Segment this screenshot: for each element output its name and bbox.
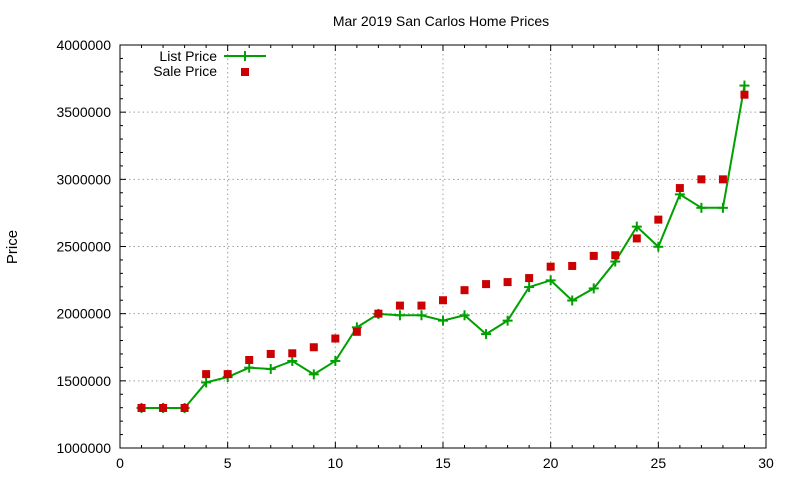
list-price-point xyxy=(244,362,255,373)
x-ticks: 0 5 10 15 20 25 30 xyxy=(116,45,774,471)
sale-price-point xyxy=(288,349,297,358)
x-tick-label: 5 xyxy=(224,455,232,471)
sale-price-point xyxy=(675,184,684,193)
sale-price-point xyxy=(417,301,426,310)
y-tick-label: 3000000 xyxy=(56,171,111,187)
sale-price-point xyxy=(632,234,641,243)
sale-price-point xyxy=(718,175,727,184)
sale-price-point xyxy=(202,370,211,379)
plot-frame xyxy=(119,44,767,449)
y-tick-label: 2000000 xyxy=(56,306,111,322)
legend-label-list-price: List Price xyxy=(159,48,217,64)
sale-price-point xyxy=(245,356,254,365)
sale-price-point xyxy=(546,262,555,271)
sale-price-point xyxy=(159,403,168,412)
sale-price-point xyxy=(654,215,663,224)
list-price-point xyxy=(287,355,298,366)
sale-price-point xyxy=(395,301,404,310)
x-tick-label: 15 xyxy=(435,455,451,471)
sale-price-point xyxy=(503,278,512,287)
sale-price-point xyxy=(352,327,361,336)
list-price-point xyxy=(308,369,319,380)
legend: List Price Sale Price xyxy=(153,48,266,79)
list-price-point xyxy=(567,295,578,306)
sale-price-point xyxy=(180,403,189,412)
sale-price-point xyxy=(697,175,706,184)
list-price-point xyxy=(416,310,427,321)
sale-price-point xyxy=(439,296,447,305)
list-price-point xyxy=(394,310,405,321)
series-list-price xyxy=(136,80,750,413)
sale-price-point xyxy=(223,370,232,379)
y-ticks: 1000000 1500000 2000000 2500000 3000000 35000… xyxy=(56,37,766,456)
y-tick-label: 4000000 xyxy=(56,37,111,53)
sale-price-point xyxy=(611,251,620,260)
x-tick-label: 0 xyxy=(116,455,124,471)
list-price-point xyxy=(739,80,750,91)
sale-price-point xyxy=(309,343,318,352)
list-price-point xyxy=(717,202,728,213)
list-price-point xyxy=(438,315,448,326)
sale-price-point xyxy=(331,334,340,343)
y-tick-label: 3500000 xyxy=(56,104,111,120)
sale-price-point xyxy=(740,90,749,99)
sale-price-point xyxy=(568,261,577,270)
list-price-point xyxy=(265,364,276,375)
y-tick-label: 2500000 xyxy=(56,239,111,255)
list-price-point xyxy=(653,241,664,252)
list-price-point xyxy=(631,221,642,232)
list-price-point xyxy=(696,202,707,213)
legend-label-sale-price: Sale Price xyxy=(153,63,217,79)
x-tick-label: 25 xyxy=(651,455,667,471)
sale-price-point xyxy=(266,349,275,358)
chart-title: Mar 2019 San Carlos Home Prices xyxy=(333,13,549,29)
list-price-point xyxy=(588,283,599,294)
list-price-point xyxy=(545,275,556,286)
sale-price-point xyxy=(460,286,469,295)
y-tick-label: 1500000 xyxy=(56,373,111,389)
x-tick-label: 20 xyxy=(543,455,559,471)
legend-marker-sale-price xyxy=(241,68,249,76)
list-price-point xyxy=(502,315,513,326)
grid xyxy=(120,45,766,448)
sale-price-point xyxy=(137,403,146,412)
x-tick-label: 30 xyxy=(758,455,774,471)
sale-price-point xyxy=(525,274,534,283)
list-price-point xyxy=(330,355,341,366)
list-price-point xyxy=(459,310,470,321)
list-price-point xyxy=(201,377,212,388)
list-price-point xyxy=(481,329,492,340)
sale-price-point xyxy=(589,251,598,260)
sale-price-point xyxy=(482,280,491,289)
y-tick-label: 1000000 xyxy=(56,440,111,456)
y-axis-label: Price xyxy=(4,230,21,264)
series-sale-price xyxy=(137,90,749,412)
x-tick-label: 10 xyxy=(328,455,344,471)
list-price-point xyxy=(524,282,535,293)
legend-marker-list-price xyxy=(240,51,250,61)
sale-price-point xyxy=(374,309,383,318)
